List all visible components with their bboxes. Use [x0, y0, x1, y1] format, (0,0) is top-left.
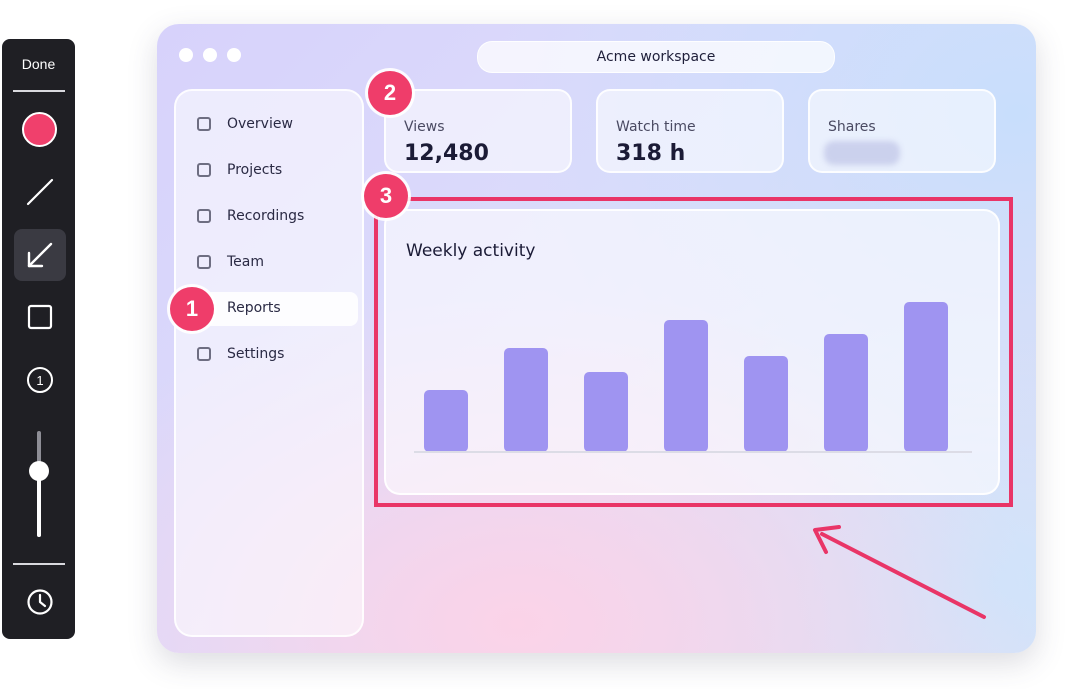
- sidebar-item-label: Recordings: [227, 208, 305, 224]
- sidebar-item-projects[interactable]: Projects: [182, 154, 358, 188]
- chart-bar: [744, 356, 788, 452]
- stat-label: Shares: [828, 119, 876, 135]
- chart-title: Weekly activity: [406, 241, 536, 261]
- checkbox-icon: [197, 209, 211, 223]
- chart-bar: [904, 302, 948, 452]
- step-marker-1[interactable]: 1: [170, 287, 214, 331]
- sidebar-item-recordings[interactable]: Recordings: [182, 200, 358, 234]
- history-button[interactable]: [14, 576, 66, 628]
- line-tool-button[interactable]: [14, 166, 66, 218]
- stroke-size-knob[interactable]: [29, 461, 49, 481]
- step-tool-button[interactable]: 1: [14, 354, 66, 406]
- sidebar-item-label: Projects: [227, 162, 283, 178]
- sidebar-item-label: Reports: [227, 300, 281, 316]
- arrow-tool-button[interactable]: [14, 229, 66, 281]
- stroke-size-fill: [37, 471, 41, 537]
- sidebar-item-team[interactable]: Team: [182, 246, 358, 280]
- annotation-toolbar: Done 1: [2, 39, 75, 639]
- highlight-rectangle[interactable]: [374, 197, 1013, 507]
- rectangle-tool-button[interactable]: [14, 291, 66, 343]
- sidebar-item-overview[interactable]: Overview: [182, 108, 358, 142]
- chart-bar: [584, 372, 628, 452]
- arrow-head: [813, 525, 841, 554]
- toolbar-divider: [13, 90, 65, 92]
- checkbox-icon: [197, 347, 211, 361]
- stat-label: Views: [404, 119, 445, 135]
- arrow-shaft[interactable]: [820, 532, 986, 619]
- checkbox-icon: [197, 117, 211, 131]
- chart-bar: [824, 334, 868, 452]
- step-marker-2[interactable]: 2: [368, 71, 412, 115]
- step-number-icon: 1: [27, 367, 53, 393]
- stat-card-views: Views 12,480: [384, 89, 572, 173]
- sidebar: Overview Projects Recordings Team Report…: [174, 89, 364, 637]
- chart-bar: [664, 320, 708, 452]
- stat-card-shares: Shares: [808, 89, 996, 173]
- sidebar-item-settings[interactable]: Settings: [182, 338, 358, 372]
- window-minimize-dot[interactable]: [203, 48, 217, 62]
- window-maximize-dot[interactable]: [227, 48, 241, 62]
- weekly-activity-chart: [414, 302, 972, 453]
- window-title: Acme workspace: [477, 41, 835, 73]
- chart-bar: [504, 348, 548, 452]
- rectangle-icon: [27, 304, 53, 330]
- sidebar-item-label: Settings: [227, 346, 285, 362]
- checkbox-icon: [197, 163, 211, 177]
- chart-card: Weekly activity: [384, 209, 1000, 495]
- arrow-icon: [27, 242, 53, 268]
- app-window: Acme workspace Overview Projects Recordi…: [157, 24, 1036, 653]
- stat-value: 12,480: [404, 141, 489, 166]
- step-marker-3[interactable]: 3: [364, 174, 408, 218]
- stat-card-watch-time: Watch time 318 h: [596, 89, 784, 173]
- checkbox-icon: [197, 255, 211, 269]
- chart-bar: [424, 390, 468, 452]
- sidebar-item-label: Team: [227, 254, 265, 270]
- stat-value: 318 h: [616, 141, 686, 166]
- color-picker-button[interactable]: [22, 112, 57, 147]
- window-close-dot[interactable]: [179, 48, 193, 62]
- clock-icon: [27, 589, 53, 615]
- blurred-stat-value: [824, 141, 900, 165]
- line-icon: [26, 178, 54, 206]
- toolbar-divider: [13, 563, 65, 565]
- sidebar-item-label: Overview: [227, 116, 293, 132]
- stat-label: Watch time: [616, 119, 696, 135]
- done-button[interactable]: Done: [21, 56, 56, 72]
- step-tool-glyph: 1: [36, 373, 43, 388]
